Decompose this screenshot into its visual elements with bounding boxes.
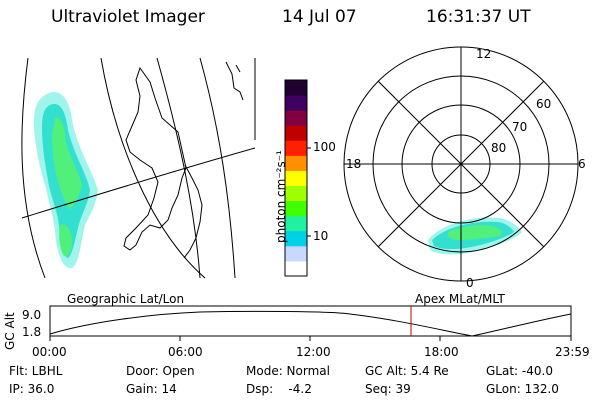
colorbar-tick-100: 100 xyxy=(313,140,336,154)
lat-label-70: 70 xyxy=(512,120,528,134)
colorbar-segment xyxy=(285,95,307,111)
status-mode: Mode: Normal xyxy=(246,364,330,378)
status-flt: Flt: LBHL xyxy=(9,364,63,378)
status-glat: GLat: -40.0 xyxy=(486,364,553,378)
app-title: Ultraviolet Imager xyxy=(51,7,205,27)
status-gain: Gain: 14 xyxy=(126,382,177,396)
mlt-label-6: 6 xyxy=(578,157,586,171)
map-grid-lines xyxy=(21,57,256,279)
mlt-label-12: 12 xyxy=(476,47,492,61)
colorbar-segment xyxy=(285,230,307,247)
status-door: Door: Open xyxy=(126,364,195,378)
status-gc-alt: GC Alt: 5.4 Re xyxy=(365,364,449,378)
orbit-y-axis-label: GC Alt xyxy=(3,312,17,350)
orbit-left-label: Geographic Lat/Lon xyxy=(67,292,185,306)
colorbar xyxy=(284,79,311,277)
mlt-label-0: 0 xyxy=(466,276,474,290)
colorbar-segment xyxy=(285,215,307,232)
status-ip: IP: 36.0 xyxy=(9,382,55,396)
polar-plot xyxy=(343,46,579,282)
colorbar-segment xyxy=(285,245,307,262)
orbit-ymin: 1.8 xyxy=(22,325,42,339)
lat-label-80: 80 xyxy=(491,141,507,155)
orbit-x-tick: 00:00 xyxy=(32,345,67,359)
colorbar-segment xyxy=(285,260,307,277)
coastline xyxy=(123,61,244,259)
colorbar-segment xyxy=(285,170,307,187)
orbit-x-tick: 23:59 xyxy=(555,345,590,359)
colorbar-segment xyxy=(285,80,307,96)
colorbar-segment xyxy=(285,125,307,141)
colorbar-border xyxy=(284,79,308,277)
colorbar-segment xyxy=(285,200,307,217)
status-dsp: Dsp: -4.2 xyxy=(246,382,312,396)
colorbar-segment xyxy=(285,155,307,171)
orbit-x-tick: 18:00 xyxy=(424,345,459,359)
status-glon: GLon: 132.0 xyxy=(486,382,559,396)
orbit-altitude-curve xyxy=(49,310,572,337)
observation-time: 16:31:37 UT xyxy=(426,7,531,27)
colorbar-tick-10: 10 xyxy=(313,229,329,243)
colorbar-segment xyxy=(285,140,307,156)
orbit-ymax: 9.0 xyxy=(22,308,42,322)
lat-label-60: 60 xyxy=(536,97,552,111)
colorbar-segment xyxy=(285,185,307,202)
mlt-label-18: 18 xyxy=(346,157,362,171)
orbit-panel xyxy=(49,305,572,341)
colorbar-unit-label: photon cm⁻²s⁻¹ xyxy=(274,150,288,243)
orbit-right-label: Apex MLat/MLT xyxy=(415,292,505,306)
aurora-emission-geographic xyxy=(33,91,98,269)
orbit-x-tick: 12:00 xyxy=(296,345,331,359)
status-seq: Seq: 39 xyxy=(365,382,411,396)
observation-date: 14 Jul 07 xyxy=(282,7,357,27)
colorbar-segment xyxy=(285,110,307,126)
orbit-x-tick: 06:00 xyxy=(168,345,203,359)
